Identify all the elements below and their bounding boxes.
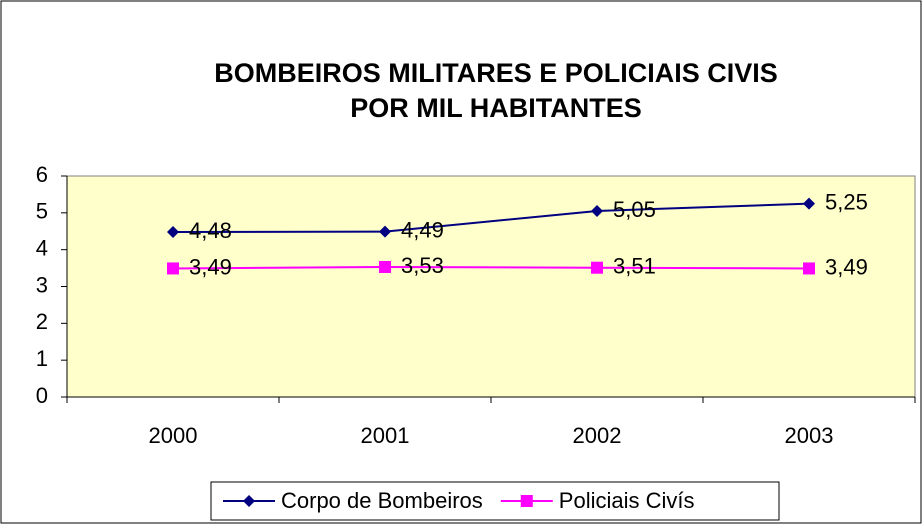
data-label: 5,25 — [825, 189, 868, 214]
y-tick-label: 1 — [36, 346, 48, 371]
data-label: 5,05 — [613, 197, 656, 222]
chart-title: BOMBEIROS MILITARES E POLICIAIS CIVIS — [214, 58, 778, 88]
legend-label: Policiais Civís — [559, 488, 695, 513]
x-tick-label: 2001 — [361, 423, 410, 448]
y-tick-label: 4 — [36, 235, 48, 260]
point — [803, 262, 815, 275]
legend-box — [210, 481, 780, 521]
plot-area — [66, 175, 916, 398]
x-tick-label: 2000 — [149, 423, 198, 448]
data-label: 3,49 — [189, 254, 232, 279]
point — [167, 262, 179, 275]
chart-title: POR MIL HABITANTES — [350, 93, 642, 123]
point — [379, 225, 391, 238]
y-tick-label: 0 — [36, 383, 48, 408]
y-tick-label: 3 — [36, 272, 48, 297]
y-tick-label: 2 — [36, 309, 48, 334]
point — [591, 261, 603, 274]
point — [379, 260, 391, 273]
point — [167, 225, 179, 238]
x-tick-label: 2003 — [785, 423, 834, 448]
y-tick-label: 5 — [36, 199, 48, 224]
data-label: 3,49 — [825, 254, 868, 279]
point — [803, 197, 815, 210]
point — [591, 204, 603, 217]
x-tick-label: 2002 — [573, 423, 622, 448]
data-label: 4,49 — [401, 217, 444, 242]
point — [243, 495, 255, 507]
legend-label: Corpo de Bombeiros — [281, 488, 483, 513]
series-line — [172, 265, 810, 270]
y-tick-label: 6 — [36, 162, 48, 187]
data-label: 4,48 — [189, 218, 232, 243]
data-label: 3,51 — [613, 254, 656, 279]
point — [520, 495, 533, 507]
data-label: 3,53 — [401, 253, 444, 278]
series-line — [172, 202, 810, 233]
